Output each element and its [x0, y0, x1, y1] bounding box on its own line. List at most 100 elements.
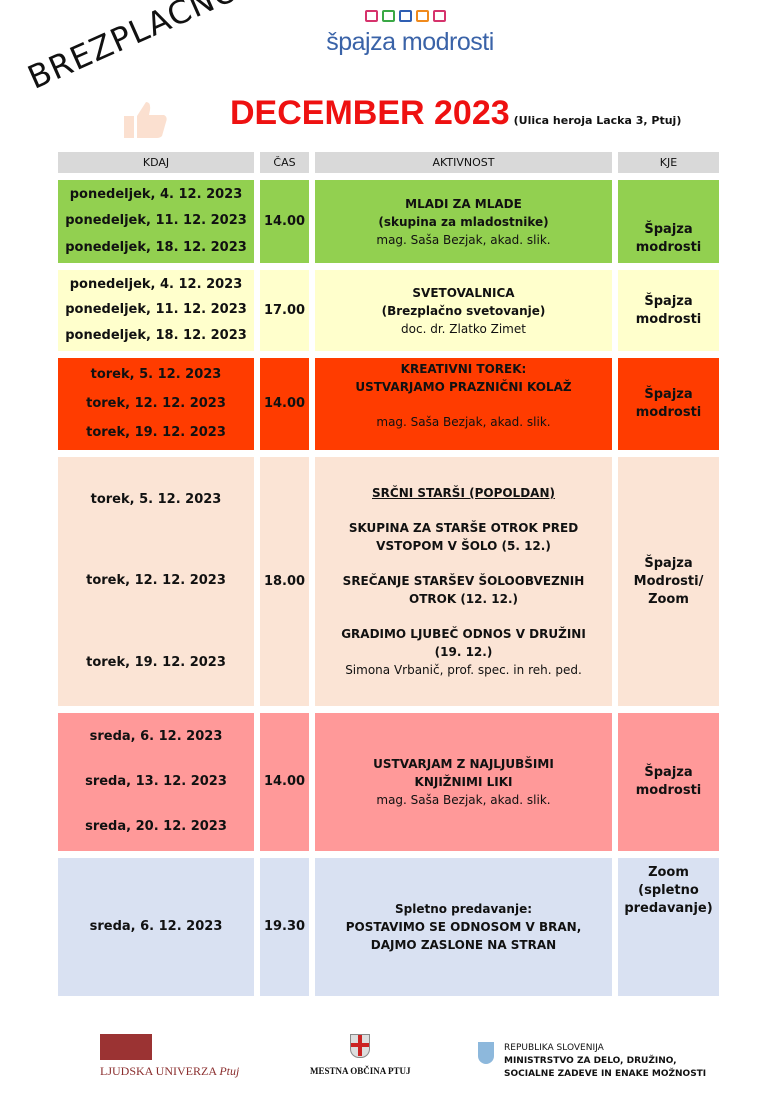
activity-line: doc. dr. Zlatko Zimet	[401, 321, 526, 336]
place: Špajza	[644, 387, 693, 402]
activity-line: KREATIVNI TOREK:	[400, 362, 527, 376]
building-icon	[100, 1034, 152, 1060]
place: Špajza	[644, 765, 693, 780]
activity-line: VSTOPOM V ŠOLO (5. 12.)	[376, 539, 551, 553]
date: ponedeljek, 4. 12. 2023	[69, 276, 243, 292]
activity-line: (skupina za mladostnike)	[378, 214, 549, 229]
place: Špajza	[644, 293, 693, 309]
header-cas: ČAS	[260, 152, 309, 173]
time: 17.00	[263, 302, 306, 318]
lu-name: LJUDSKA UNIVERZA	[100, 1064, 217, 1078]
activity-line: GRADIMO LJUBEČ ODNOS V DRUŽINI	[341, 627, 586, 641]
activity-line: Spletno predavanje:	[394, 902, 533, 916]
title-month: DECEMBER 2023	[230, 94, 510, 132]
logo-square	[364, 10, 378, 22]
time: 14.00	[263, 774, 306, 789]
place: modrosti	[635, 311, 702, 327]
place-cell: Špajza modrosti	[618, 713, 719, 851]
place: modrosti	[635, 405, 702, 420]
slovenia-crest-icon	[478, 1042, 494, 1064]
activity-cell: KREATIVNI TOREK: USTVARJAMO PRAZNIČNI KOL…	[315, 358, 612, 450]
activity-line: SKUPINA ZA STARŠE OTROK PRED	[348, 521, 579, 535]
time-cell: 18.00	[260, 457, 309, 706]
date: ponedeljek, 18. 12. 2023	[65, 328, 247, 344]
activity-line: POSTAVIMO SE ODNOSOM V BRAN,	[345, 920, 582, 934]
place: (spletno	[638, 883, 699, 898]
place-cell: Zoom (spletno predavanje)	[618, 858, 719, 996]
activity-cell: USTVARJAM Z NAJLJUBŠIMI KNJIŽNIMI LIKI mag…	[315, 713, 612, 851]
place-cell: Špajza modrosti	[618, 358, 719, 450]
activity-line: DAJMO ZASLONE NA STRAN	[370, 938, 557, 952]
date: torek, 19. 12. 2023	[86, 655, 226, 671]
date: torek, 19. 12. 2023	[86, 425, 226, 441]
ministry-line: MINISTRSTVO ZA DELO, DRUŽINO,	[504, 1056, 677, 1066]
logo-squares	[310, 10, 500, 22]
lu-city: Ptuj	[219, 1064, 240, 1078]
time-cell: 14.00	[260, 713, 309, 851]
activity-cell: MLADI ZA MLADE (skupina za mladostnike) ma…	[315, 180, 612, 263]
place: Špajza	[644, 222, 693, 237]
footer-logos: LJUDSKA UNIVERZA Ptuj MESTNA OBČINA PTUJ…	[0, 1030, 778, 1090]
logo-square	[381, 10, 395, 22]
time-cell: 17.00	[260, 270, 309, 351]
ljudska-univerza-logo: LJUDSKA UNIVERZA Ptuj	[100, 1034, 239, 1079]
place: predavanje)	[624, 901, 713, 916]
activity-line: SVETOVALNICA	[412, 285, 515, 300]
activity-line: OTROK (12. 12.)	[409, 592, 518, 606]
activity-line: SREČANJE STARŠEV ŠOLOOBVEZNIH	[342, 574, 585, 588]
activity-line: SRČNI STARŠI (POPOLDAN)	[372, 486, 555, 500]
activity-line: mag. Saša Bezjak, akad. slik.	[376, 415, 551, 429]
activity-line: MLADI ZA MLADE	[405, 196, 522, 211]
header-aktivnost: AKTIVNOST	[315, 152, 612, 173]
date: ponedeljek, 11. 12. 2023	[65, 302, 247, 318]
activity-line: USTVARJAM Z NAJLJUBŠIMI	[373, 757, 554, 771]
place: Zoom	[648, 865, 689, 880]
date-cell: torek, 5. 12. 2023 torek, 12. 12. 2023 tor…	[58, 457, 254, 706]
place: Zoom	[648, 591, 689, 607]
time-cell: 14.00	[260, 358, 309, 450]
place-cell: Špajza modrosti	[618, 180, 719, 263]
activity-line: (19. 12.)	[434, 645, 493, 659]
date: ponedeljek, 18. 12. 2023	[65, 239, 247, 255]
header-kje: KJE	[618, 152, 719, 173]
time: 14.00	[263, 396, 306, 411]
time: 18.00	[263, 573, 306, 589]
activity-line: KNJIŽNIMI LIKI	[414, 775, 513, 789]
activity-line: USTVARJAMO PRAZNIČNI KOLAŽ	[355, 380, 572, 394]
ministry-line: REPUBLIKA SLOVENIJA	[504, 1043, 604, 1053]
date: torek, 12. 12. 2023	[86, 395, 226, 411]
date-cell: ponedeljek, 4. 12. 2023 ponedeljek, 11. 1…	[58, 180, 254, 263]
place: modrosti	[635, 783, 702, 798]
time: 14.00	[263, 213, 306, 229]
mop-text: MESTNA OBČINA PTUJ	[310, 1066, 411, 1076]
date: ponedeljek, 4. 12. 2023	[69, 187, 243, 203]
place-cell: Špajza modrosti	[618, 270, 719, 351]
date-cell: torek, 5. 12. 2023 torek, 12. 12. 2023 tor…	[58, 358, 254, 450]
activity-line: Simona Vrbanič, prof. spec. in reh. ped.	[345, 663, 582, 677]
place: Modrosti/	[633, 573, 704, 589]
date: torek, 12. 12. 2023	[86, 573, 226, 589]
activity-line: mag. Saša Bezjak, akad. slik.	[376, 232, 551, 247]
time-cell: 19.30	[260, 858, 309, 996]
thumbs-up-icon	[124, 102, 167, 138]
ministry-line: SOCIALNE ZADEVE IN ENAKE MOŽNOSTI	[504, 1069, 707, 1079]
logo-square	[398, 10, 412, 22]
place: modrosti	[635, 240, 702, 255]
coat-of-arms-icon	[350, 1034, 371, 1058]
date: sreda, 13. 12. 2023	[85, 773, 227, 789]
schedule-table: KDAJ ČAS AKTIVNOST KJE ponedeljek, 4. 12…	[58, 152, 719, 996]
ministry-logo: REPUBLIKA SLOVENIJA MINISTRSTVO ZA DELO,…	[478, 1042, 706, 1081]
logo-text: špajza modrosti	[326, 28, 494, 56]
place-cell: Špajza Modrosti/Zoom	[618, 457, 719, 706]
date: torek, 5. 12. 2023	[90, 491, 222, 507]
spajza-modrosti-logo: špajza modrosti	[320, 10, 500, 57]
activity-cell: Spletno predavanje: POSTAVIMO SE ODNOSOM …	[315, 858, 612, 996]
activity-cell: SVETOVALNICA (Brezplačno svetovanje) doc. …	[315, 270, 612, 351]
title-address: (Ulica heroja Lacka 3, Ptuj)	[513, 114, 682, 127]
date: sreda, 20. 12. 2023	[85, 818, 227, 834]
mestna-obcina-logo: MESTNA OBČINA PTUJ	[310, 1034, 411, 1076]
date-cell: sreda, 6. 12. 2023 sreda, 13. 12. 2023 sre…	[58, 713, 254, 851]
activity-line: mag. Saša Bezjak, akad. slik.	[376, 793, 551, 807]
place: Špajza	[644, 555, 693, 571]
time-cell: 14.00	[260, 180, 309, 263]
